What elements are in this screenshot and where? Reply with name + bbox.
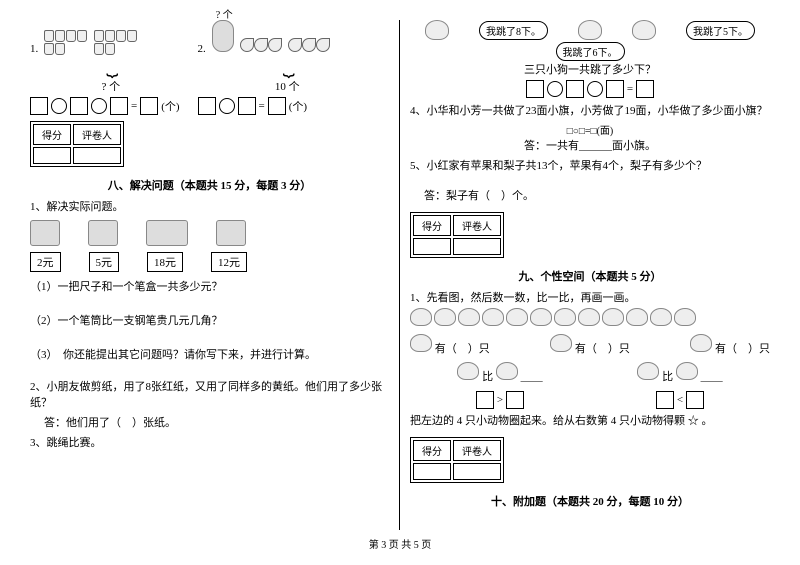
q2-answer: 答：他们用了（ ）张纸。: [44, 414, 389, 430]
speech-bubble: 我跳了6下。: [556, 42, 625, 61]
panda-icon: [458, 308, 480, 326]
panda-icon: [650, 308, 672, 326]
p2-total: 10 个: [198, 78, 378, 94]
cups-icon: [44, 30, 88, 55]
count-a: 有（ ）只: [410, 334, 490, 356]
ruler-icon: [30, 220, 60, 246]
p1-equation: =(个): [30, 97, 192, 115]
top-problems-row: 1. ⏟ ? 个 =(个): [30, 20, 389, 115]
animal-icon: [676, 362, 698, 380]
count-b: 有（ ）只: [550, 334, 630, 356]
dog-icon: [632, 20, 656, 40]
problem-2: 2. ? 个 ⏟ 10 个 =(个): [198, 20, 378, 115]
count-c: 有（ ）只: [690, 334, 770, 356]
speech-bubble: 我跳了8下。: [479, 21, 548, 40]
items-row: [30, 220, 389, 246]
brace: ⏟: [198, 55, 378, 78]
speech-bubble: 我跳了5下。: [686, 21, 755, 40]
panda-icon: [410, 308, 432, 326]
animal-icon: [637, 362, 659, 380]
shuttles-icon: [288, 38, 330, 55]
p2-equation: =(个): [198, 97, 378, 115]
animal-c-icon: [690, 334, 712, 352]
q1-title: 1、解决实际问题。: [30, 198, 389, 214]
section-8-heading: 八、解决问题（本题共 15 分，每题 3 分）: [30, 177, 389, 193]
pencil-box-icon: [146, 220, 188, 246]
q5-answer: 答：梨子有（ ）个。: [424, 187, 770, 203]
panda-icon: [506, 308, 528, 326]
panda-icon: [578, 308, 600, 326]
sub-q1: （1）一把尺子和一个笔盒一共多少元？: [30, 278, 389, 294]
price: 5元: [89, 252, 120, 272]
cups-icon: [94, 30, 138, 55]
grader-label: 评卷人: [453, 440, 501, 461]
score-table: 得分 评卷人: [410, 212, 504, 258]
panda-row: [410, 308, 770, 326]
score-table: 得分 评卷人: [410, 437, 504, 483]
q4-eq: □○□=□(面): [410, 122, 770, 137]
sub-q2: （2）一个笔筒比一支钢笔贵几元几角？: [30, 312, 389, 328]
score-label: 得分: [413, 440, 451, 461]
score-label: 得分: [413, 215, 451, 236]
dog-icon: [578, 20, 602, 40]
box-compare-row: > <: [410, 388, 770, 409]
price: 12元: [211, 252, 247, 272]
q3-text: 3、跳绳比赛。: [30, 434, 389, 450]
p1-label: ? 个: [30, 78, 192, 94]
price: 2元: [30, 252, 61, 272]
page-footer: 第 3 页 共 5 页: [20, 536, 780, 551]
panda-icon: [554, 308, 576, 326]
compare-a: 比 ____: [457, 362, 542, 384]
panda-icon: [530, 308, 552, 326]
bubble-b-row: 我跳了6下。: [410, 42, 770, 61]
compare-row: 比 ____ 比 ____: [410, 362, 770, 384]
compare-b: 比 ____: [637, 362, 722, 384]
animal-a-icon: [410, 334, 432, 352]
panda-icon: [434, 308, 456, 326]
prices-row: 2元 5元 18元 12元: [30, 252, 389, 272]
animal-icon: [496, 362, 518, 380]
q2-text: 2、小朋友做剪纸，用了8张红纸，又用了同样多的黄纸。他们用了多少张纸？: [30, 378, 389, 410]
section-10-heading: 十、附加题（本题共 20 分，每题 10 分）: [410, 493, 770, 509]
p1-num: 1.: [30, 43, 38, 55]
dog-icon: [425, 20, 449, 40]
q5-text: 5、小红家有苹果和梨子共13个，苹果有4个，梨子有多少个？: [410, 157, 770, 173]
gt-boxes: >: [476, 391, 524, 409]
left-column: 1. ⏟ ? 个 =(个): [20, 20, 400, 530]
pen-icon: [88, 220, 118, 246]
score-table: 得分 评卷人: [30, 121, 124, 167]
panda-icon: [602, 308, 624, 326]
panda-icon: [626, 308, 648, 326]
q4-answer: 答：一共有______面小旗。: [410, 137, 770, 153]
price: 18元: [147, 252, 183, 272]
p2-qmark: ? 个: [216, 6, 233, 21]
dogs-row: 我跳了8下。 我跳了5下。: [410, 20, 770, 40]
panda-icon: [482, 308, 504, 326]
right-column: 我跳了8下。 我跳了5下。 我跳了6下。 三只小狗一共跳了多少下？ = 4、小华…: [400, 20, 780, 530]
p2-num: 2.: [198, 43, 206, 55]
sub-q3: （3） 你还能提出其它问题吗？请你写下来，并进行计算。: [30, 346, 389, 362]
grader-label: 评卷人: [453, 215, 501, 236]
dogs-equation: =: [410, 80, 770, 98]
animal-b-icon: [550, 334, 572, 352]
crayon-box-icon: [212, 20, 234, 52]
grader-label: 评卷人: [73, 124, 121, 145]
animal-icon: [457, 362, 479, 380]
s9-q1: 1、先看图，然后数一数，比一比，再画一画。: [410, 289, 770, 305]
circle-instruction: 把左边的 4 只小动物圈起来。给从右数第 4 只小动物得颗 ☆ 。: [410, 412, 770, 428]
score-label: 得分: [33, 124, 71, 145]
problem-1: 1. ⏟ ? 个 =(个): [30, 30, 192, 115]
panda-icon: [674, 308, 696, 326]
lt-boxes: <: [656, 391, 704, 409]
page: 1. ⏟ ? 个 =(个): [20, 20, 780, 530]
cup-holder-icon: [216, 220, 246, 246]
q4-text: 4、小华和小芳一共做了23面小旗，小芳做了19面，小华做了多少面小旗？: [410, 102, 770, 118]
shuttles-icon: [240, 38, 282, 55]
brace: ⏟: [30, 55, 192, 78]
dogs-question: 三只小狗一共跳了多少下？: [410, 61, 770, 77]
count-row: 有（ ）只 有（ ）只 有（ ）只: [410, 334, 770, 356]
section-9-heading: 九、个性空间（本题共 5 分）: [410, 268, 770, 284]
